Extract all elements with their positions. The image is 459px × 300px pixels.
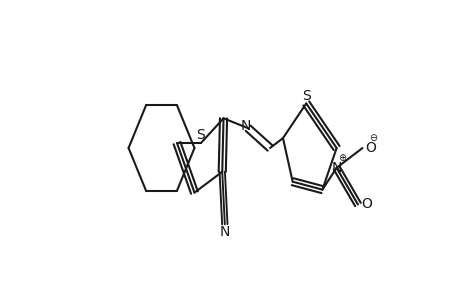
Text: N: N: [219, 225, 230, 239]
Text: ⊕: ⊕: [337, 153, 345, 163]
Text: S: S: [301, 88, 310, 103]
Text: ⊖: ⊖: [368, 133, 376, 143]
Text: N: N: [330, 161, 341, 175]
Text: O: O: [360, 197, 371, 212]
Text: O: O: [365, 141, 376, 155]
Text: S: S: [196, 128, 205, 142]
Text: N: N: [241, 119, 251, 133]
